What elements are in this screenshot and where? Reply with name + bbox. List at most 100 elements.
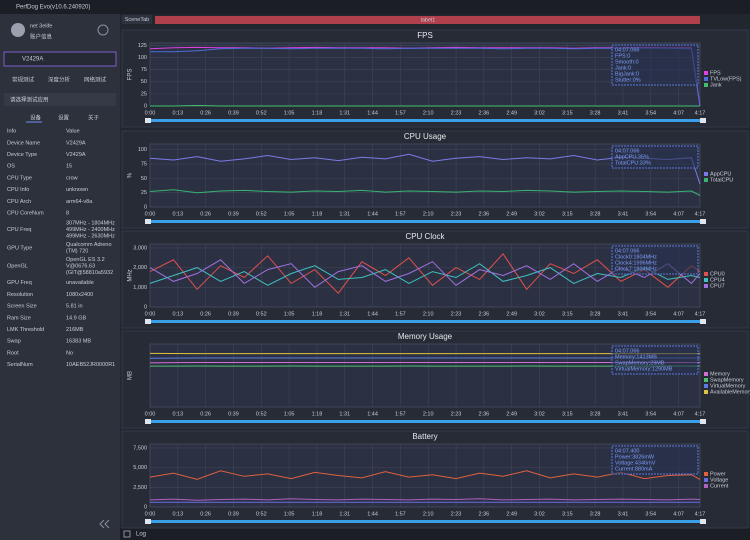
legend-label[interactable]: AvailableMemory [710,389,750,395]
x-tick-label: 1:57 [395,110,406,116]
legend-label[interactable]: VirtualMemory [710,383,746,389]
x-tick-label: 1:18 [312,311,323,317]
scroll-handle[interactable] [700,219,706,224]
legend-label[interactable]: TotalCPU [710,177,733,183]
info-value: Qualcomm Adreno [66,242,112,248]
info-value: 499MHz - 2400MHz [66,227,115,233]
y-tick-label: 0 [144,304,147,310]
mode-tab[interactable]: 常规测试 [12,75,35,83]
info-key: Resolution [7,292,33,298]
x-tick-label: 1:31 [339,211,350,217]
info-value: V2429A [66,152,86,158]
scene-tab[interactable] [122,15,152,24]
x-tick-label: 3:15 [562,211,573,217]
x-tick-label: 3:28 [590,311,601,317]
stat-line: Clock7:1804MHz [615,266,657,272]
x-tick-label: 0:26 [200,411,211,417]
account-info[interactable]: 账户信息 [30,32,53,40]
table-header: Value [66,128,80,134]
x-tick-label: 4:17 [695,211,706,217]
x-tick-label: 2:36 [478,511,489,517]
scroll-handle[interactable] [700,519,706,524]
x-tick-label: 4:17 [695,511,706,517]
info-value: 16383 MB [66,339,91,345]
stat-line: SwapMemory:29MB [615,360,665,366]
legend-label[interactable]: Current [710,483,729,489]
info-tab[interactable]: 设置 [58,113,70,121]
legend-swatch [704,472,708,476]
legend-swatch [704,390,708,394]
settings-icon[interactable] [97,24,109,36]
scroll-handle[interactable] [145,219,151,224]
legend-label[interactable]: Power [710,471,726,477]
info-key: GPU Type [7,245,32,251]
x-tick-label: 2:36 [478,311,489,317]
x-tick-label: 0:26 [200,311,211,317]
x-tick-label: 1:31 [339,311,350,317]
series-line [149,252,701,294]
scroll-handle[interactable] [145,319,151,324]
timeline-scrollbar [150,520,700,523]
legend-label[interactable]: CPU7 [710,283,725,289]
legend-label[interactable]: CPU4 [710,277,725,283]
x-tick-label: 2:10 [423,311,434,317]
scroll-handle[interactable] [700,118,706,123]
info-value: 10AEB52JR0000R1 [66,362,115,368]
log-icon[interactable] [123,530,131,538]
series-line [149,498,701,501]
x-tick-label: 4:07 [673,211,684,217]
x-tick-label: 2:23 [451,211,462,217]
legend-label[interactable]: FPS [710,70,721,76]
chart-panel: CPU Clock MHz 0 1,000 2,000 3,000 0:00 0:13 0:26… [121,230,749,329]
scroll-handle[interactable] [145,118,151,123]
x-tick-label: 1:44 [367,511,378,517]
stat-line: 04:07.066 [615,248,639,254]
scene-tab-label: SceneTab [125,17,149,23]
stat-line: FPS:0 [615,53,630,59]
scroll-handle[interactable] [700,319,706,324]
x-tick-label: 2:10 [423,511,434,517]
x-tick-label: 1:44 [367,110,378,116]
stat-line: Stutter:0% [615,77,641,83]
x-tick-label: 3:28 [590,110,601,116]
log-label[interactable]: Log [136,532,146,538]
scroll-handle[interactable] [145,519,151,524]
info-key: CPU Info [7,187,29,193]
x-tick-label: 4:07 [673,110,684,116]
info-key: Screen Size [7,304,37,310]
avatar[interactable] [11,23,25,37]
stat-line: 04:07.066 [615,348,639,354]
info-key: CPU Type [7,175,32,181]
legend-label[interactable]: Jank [710,82,722,88]
x-tick-label: 2:23 [451,411,462,417]
legend-label[interactable]: Voltage [710,477,728,483]
legend-label[interactable]: AppCPU [710,171,731,177]
collapse-icon[interactable] [99,519,110,529]
info-tab[interactable]: 关于 [88,113,100,121]
info-key: CPU CoreNum [7,211,44,217]
info-key: CPU Freq [7,227,31,233]
mode-tab[interactable]: 深度分析 [48,75,71,83]
legend-label[interactable]: CPU0 [710,271,725,277]
scroll-handle[interactable] [145,419,151,424]
app-select[interactable] [4,93,116,106]
y-tick-label: 100 [138,55,147,61]
stat-box [611,445,699,475]
y-tick-label: 5,000 [133,465,147,471]
device-select[interactable] [3,51,117,67]
stat-line: Current:880mA [615,466,653,472]
mode-tab[interactable]: 网络测试 [84,75,107,83]
x-tick-label: 2:49 [506,110,517,116]
scroll-handle[interactable] [700,419,706,424]
device-name: V2429A [22,57,43,63]
chart-panel: Battery 0 2,500 5,000 7,500 0:00 0:13 0:26 0:39 0… [121,430,749,529]
legend-swatch [704,384,708,388]
x-tick-label: 1:57 [395,411,406,417]
info-tab[interactable]: 设备 [30,113,42,121]
legend-label[interactable]: SwapMemory [710,377,744,383]
x-tick-label: 2:49 [506,411,517,417]
legend-label[interactable]: Memory [710,371,730,377]
x-tick-label: 3:41 [618,110,629,116]
legend-label[interactable]: TVLow(FPS) [710,76,742,82]
legend-swatch [704,478,708,482]
